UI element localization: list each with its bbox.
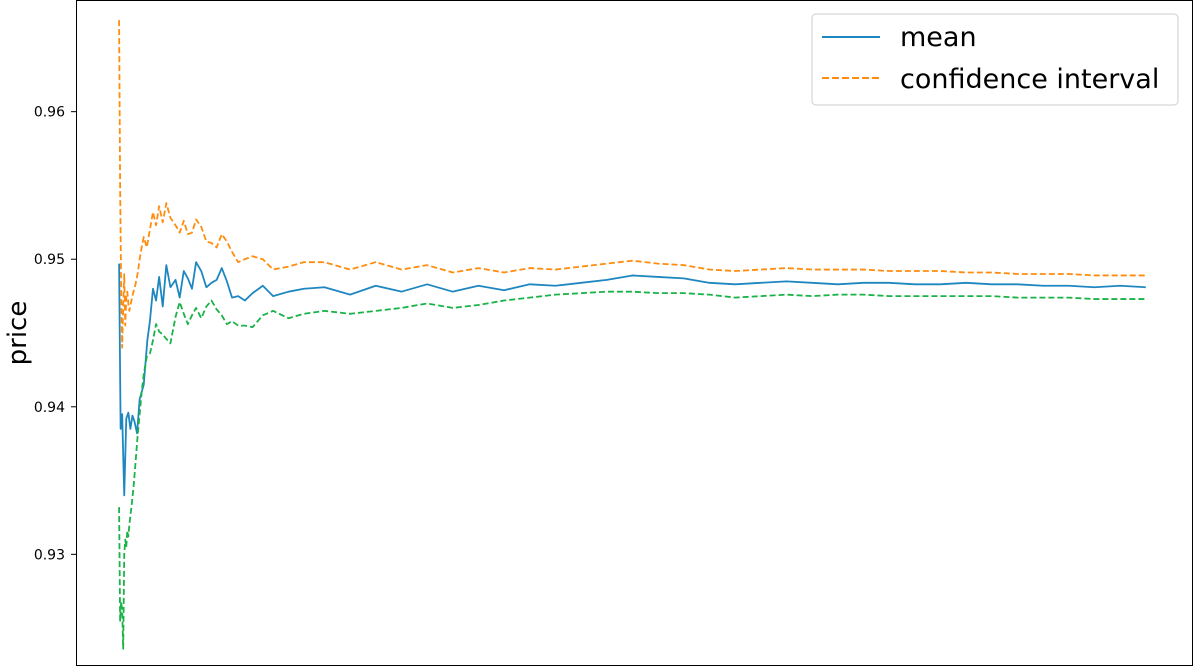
series-confidence-upper-line — [118, 20, 1146, 349]
y-tick-label: 0.96 — [34, 105, 65, 121]
legend-box — [811, 13, 1179, 106]
legend-label-confidence-interval: confidence interval — [900, 64, 1159, 95]
series-mean-line — [118, 261, 1146, 497]
y-tick-label: 0.94 — [34, 400, 65, 416]
y-tick-label: 0.95 — [34, 252, 65, 268]
legend-label-mean: mean — [900, 22, 977, 53]
plot-area — [118, 20, 1146, 650]
y-axis-ticks: 0.93 0.94 0.95 0.96 — [34, 105, 77, 563]
legend: mean confidence interval — [811, 13, 1179, 106]
y-tick-label: 0.93 — [34, 547, 65, 563]
y-axis-label: price — [3, 301, 33, 366]
